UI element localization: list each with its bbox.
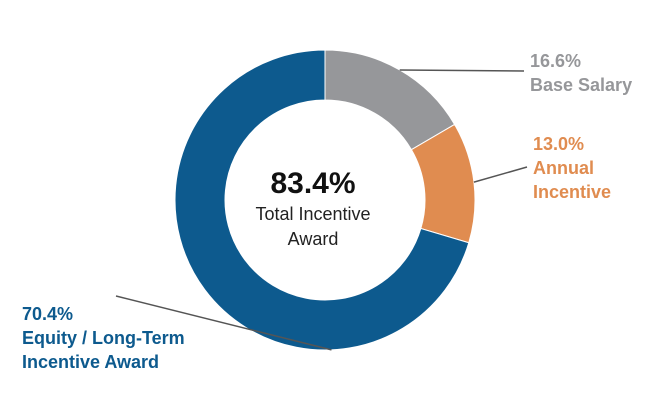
center-label-line-2: Award [288, 229, 339, 249]
label-text-annual-incentive: Annual [533, 158, 594, 178]
slice-labels: 16.6% Base Salary 13.0% Annual Incentive 70.4… [22, 51, 632, 372]
center-label-group: 83.4% Total Incentive Award [255, 167, 370, 249]
label-text-base-salary: Base Salary [530, 75, 632, 95]
label-text-equity-ltia: Equity / Long-Term [22, 328, 185, 348]
label-annual-incentive: 13.0% Annual Incentive [533, 134, 611, 202]
slice-base-salary [324, 49, 456, 151]
leader-line-equity-ltia [115, 295, 332, 351]
leader-line-base-salary [399, 69, 525, 72]
label-text-equity-ltia: Incentive Award [22, 352, 159, 372]
label-base-salary: 16.6% Base Salary [530, 51, 632, 95]
leader-line-annual-incentive [473, 166, 528, 183]
label-text-annual-incentive: Incentive [533, 182, 611, 202]
label-value-equity-ltia: 70.4% [22, 304, 73, 324]
leader-lines [115, 69, 528, 351]
center-percentage: 83.4% [270, 167, 355, 200]
label-value-base-salary: 16.6% [530, 51, 581, 71]
slice-equity-ltia [174, 49, 470, 351]
label-equity-ltia: 70.4% Equity / Long-Term Incentive Award [22, 304, 185, 372]
donut-slices [174, 49, 476, 351]
center-label-line-1: Total Incentive [255, 204, 370, 224]
label-value-annual-incentive: 13.0% [533, 134, 584, 154]
